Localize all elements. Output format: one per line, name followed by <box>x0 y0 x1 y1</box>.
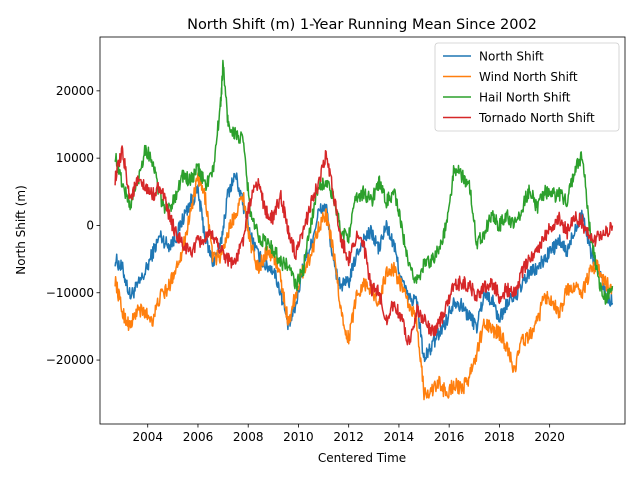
x-tick-label: 2008 <box>233 430 264 444</box>
legend-label: North Shift <box>479 50 544 64</box>
y-tick-label: 20000 <box>56 84 94 98</box>
x-tick-label: 2012 <box>333 430 364 444</box>
x-tick-label: 2018 <box>484 430 515 444</box>
plot-frame <box>99 36 626 425</box>
x-tick-label: 2006 <box>183 430 214 444</box>
legend: North Shift Wind North Shift Hail North Sh… <box>434 42 620 132</box>
chart-title: North Shift (m) 1-Year Running Mean Sinc… <box>187 17 537 33</box>
legend-box <box>434 42 620 132</box>
legend-label: Wind North Shift <box>479 70 578 84</box>
x-tick-label: 2014 <box>384 430 415 444</box>
legend-label: Hail North Shift <box>479 91 571 105</box>
x-tick-label: 2020 <box>534 430 565 444</box>
y-tick-label: −20000 <box>46 353 94 367</box>
x-axis-label: Centered Time <box>318 451 406 465</box>
legend-label: Tornado North Shift <box>478 111 595 125</box>
axes-layer: 2004 2006 2008 2010 2012 2014 2016 2018 2020 −200… <box>46 36 626 444</box>
x-tick-label: 2016 <box>434 430 465 444</box>
y-tick-label: −10000 <box>46 286 94 300</box>
y-tick-label: 10000 <box>56 151 94 165</box>
y-axis-label: North Shift (m) <box>14 185 28 275</box>
y-tick-label: 0 <box>86 218 94 232</box>
x-tick-label: 2004 <box>132 430 163 444</box>
series-line-tornado-north-shift <box>114 145 614 346</box>
series-line-north-shift <box>114 172 614 363</box>
series-layer <box>114 59 614 401</box>
x-tick-label: 2010 <box>283 430 314 444</box>
series-line-hail-north-shift <box>114 59 614 305</box>
